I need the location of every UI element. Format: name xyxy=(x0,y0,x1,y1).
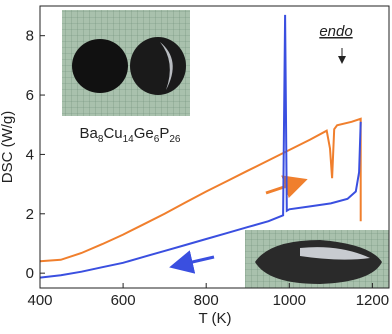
formula-subscript: 26 xyxy=(169,134,181,145)
photo-top xyxy=(62,10,190,116)
plot-frame xyxy=(39,5,390,289)
formula-subscript: 6 xyxy=(154,134,160,145)
x-tick-label: 800 xyxy=(194,292,219,309)
formula-element: Ge xyxy=(134,125,154,142)
y-tick-label: 4 xyxy=(26,146,34,163)
formula-element: Ba xyxy=(80,125,99,142)
formula-subscript: 8 xyxy=(98,134,104,145)
x-tick-label: 600 xyxy=(111,292,136,309)
formula: Ba8Cu14Ge6P26 xyxy=(80,125,181,145)
x-tick-label: 1000 xyxy=(273,292,306,309)
cooling-arrow xyxy=(169,250,215,274)
formula-element: P xyxy=(159,125,169,142)
x-tick-label: 1200 xyxy=(356,292,389,309)
series-line xyxy=(39,14,362,279)
annotation: endo xyxy=(319,23,352,40)
y-axis-label: DSC (W/g) xyxy=(0,111,16,184)
y-tick-label: 6 xyxy=(26,87,34,104)
y-tick-label: 0 xyxy=(26,265,34,282)
y-tick-label: 8 xyxy=(26,28,34,45)
x-axis-label: T (K) xyxy=(198,310,231,327)
series-line xyxy=(39,117,362,263)
y-tick-label: 2 xyxy=(26,206,34,223)
photo-bottom xyxy=(245,230,389,288)
formula-element: Cu xyxy=(103,125,122,142)
formula-subscript: 14 xyxy=(123,134,135,145)
x-tick-label: 400 xyxy=(27,292,52,309)
